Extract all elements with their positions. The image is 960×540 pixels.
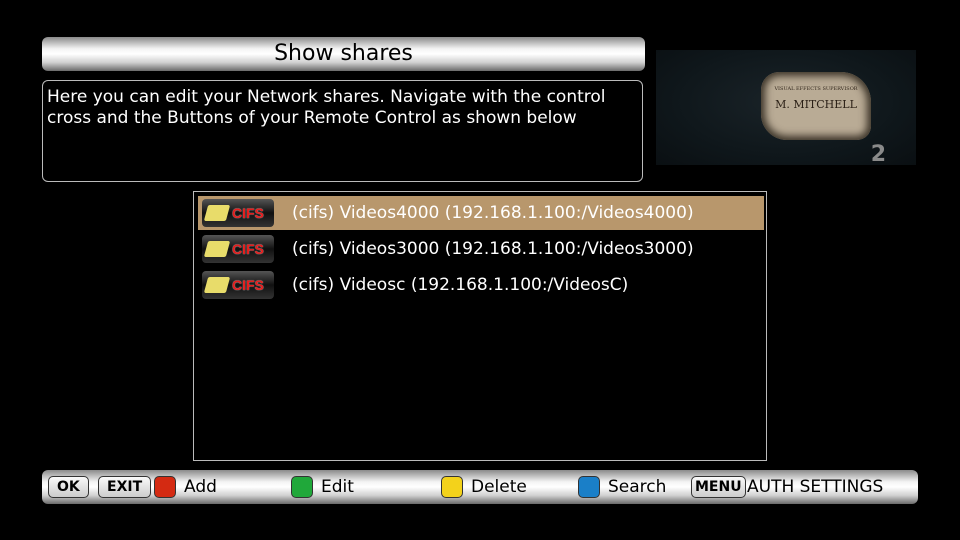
description-box: Here you can edit your Network shares. N… (42, 80, 643, 182)
cifs-icon: CIFS (202, 271, 274, 299)
blue-key-icon (578, 476, 600, 498)
cifs-icon: CIFS (202, 199, 274, 227)
title-bar: Show shares (42, 37, 645, 71)
auth-settings-label: AUTH SETTINGS (747, 477, 884, 497)
red-button[interactable]: Add (154, 476, 217, 498)
ok-key[interactable]: OK (48, 476, 89, 498)
yellow-button[interactable]: Delete (441, 476, 527, 498)
shares-list[interactable]: CIFS (cifs) Videos4000 (192.168.1.100:/V… (193, 191, 767, 461)
cifs-icon: CIFS (202, 235, 274, 263)
green-button[interactable]: Edit (291, 476, 354, 498)
green-key-icon (291, 476, 313, 498)
blue-button[interactable]: Search (578, 476, 666, 498)
channel-number: 2 (870, 142, 886, 167)
page-title: Show shares (274, 41, 413, 66)
menu-key[interactable]: MENU (691, 476, 746, 498)
exit-key[interactable]: EXIT (98, 476, 152, 498)
yellow-key-icon (441, 476, 463, 498)
video-preview: VISUAL EFFECTS SUPERVISOR M. MITCHELL 2 (656, 50, 916, 167)
list-item[interactable]: CIFS (cifs) Videosc (192.168.1.100:/Vide… (198, 268, 764, 302)
button-bar: OK EXIT Add Edit Delete Search MENU AUTH… (42, 470, 918, 504)
red-key-icon (154, 476, 176, 498)
preview-parchment: VISUAL EFFECTS SUPERVISOR M. MITCHELL (761, 72, 871, 140)
list-item[interactable]: CIFS (cifs) Videos4000 (192.168.1.100:/V… (198, 196, 764, 230)
list-item[interactable]: CIFS (cifs) Videos3000 (192.168.1.100:/V… (198, 232, 764, 266)
